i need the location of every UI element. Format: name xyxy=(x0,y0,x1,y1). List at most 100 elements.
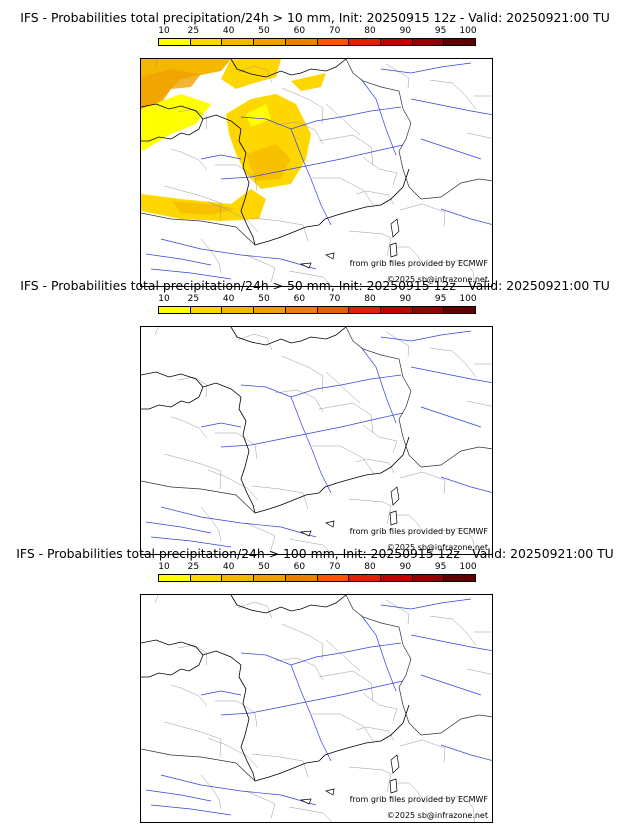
admin-border xyxy=(274,389,324,413)
legend-labels: 10 25 40 50 60 70 80 90 95 100 xyxy=(158,26,476,36)
legend-tick-label: 70 xyxy=(328,26,341,36)
legend-swatch xyxy=(412,575,445,581)
admin-border xyxy=(362,692,398,722)
river xyxy=(200,690,242,696)
legend-tick-label: 95 xyxy=(434,26,447,36)
legend-swatch xyxy=(254,307,286,313)
river xyxy=(410,98,492,116)
legend-swatch xyxy=(380,575,413,581)
coastline xyxy=(141,595,410,782)
admin-border xyxy=(200,238,222,274)
legend-swatch xyxy=(380,39,413,45)
river xyxy=(290,396,332,494)
legend-swatch xyxy=(444,575,476,581)
river xyxy=(410,366,492,384)
admin-border xyxy=(399,203,446,227)
admin-border xyxy=(200,774,222,810)
map-france[interactable]: from grib files provided by ECMWF ©2025 … xyxy=(140,326,493,555)
admin-border xyxy=(237,333,273,351)
legend-swatch xyxy=(222,575,255,581)
legend-swatch xyxy=(317,575,350,581)
legend-swatch xyxy=(159,307,191,313)
map-france[interactable]: from grib files provided by ECMWF ©2025 … xyxy=(140,58,493,287)
legend-tick-label: 10 xyxy=(158,562,170,572)
admin-border xyxy=(325,639,361,672)
legend-tick-label: 60 xyxy=(293,26,306,36)
admin-border xyxy=(436,259,476,286)
admin-border xyxy=(466,668,492,675)
admin-border xyxy=(348,230,392,257)
legend-swatch xyxy=(412,39,445,45)
river xyxy=(150,804,232,816)
legend-swatch xyxy=(222,307,255,313)
admin-border xyxy=(385,331,410,357)
admin-border xyxy=(244,522,276,551)
admin-border xyxy=(393,782,426,804)
admin-border xyxy=(385,599,410,625)
admin-border xyxy=(429,79,477,110)
legend-tick-label: 25 xyxy=(187,26,200,36)
admin-border xyxy=(325,103,361,136)
river xyxy=(360,78,397,156)
legend-bar xyxy=(158,38,476,46)
admin-border xyxy=(325,371,361,404)
color-legend: 10 25 40 50 60 70 80 90 95 100 xyxy=(158,26,477,48)
legend-tick-label: 60 xyxy=(293,294,306,304)
coastline xyxy=(141,327,410,514)
admin-border xyxy=(170,416,208,439)
river xyxy=(145,521,212,534)
copyright-credit: ©2025 sb@infrazone.net xyxy=(386,543,488,552)
legend-tick-label: 25 xyxy=(187,562,200,572)
admin-border xyxy=(244,790,276,819)
legend-tick-label: 70 xyxy=(328,294,341,304)
legend-tick-label: 70 xyxy=(328,562,341,572)
source-credit: from grib files provided by ECMWF xyxy=(349,527,488,536)
river xyxy=(150,536,232,548)
admin-border xyxy=(281,87,324,125)
river xyxy=(360,614,397,692)
admin-border xyxy=(399,471,446,495)
admin-border xyxy=(274,121,324,145)
source-credit: from grib files provided by ECMWF xyxy=(349,259,488,268)
admin-border xyxy=(207,737,259,769)
admin-border xyxy=(355,458,395,474)
admin-border xyxy=(362,424,398,454)
legend-swatch xyxy=(222,39,255,45)
legend-tick-label: 95 xyxy=(434,562,447,572)
admin-border xyxy=(207,469,259,501)
legend-tick-label: 100 xyxy=(459,26,477,36)
river xyxy=(440,208,492,225)
legend-labels: 10 25 40 50 60 70 80 90 95 100 xyxy=(158,294,476,304)
geography xyxy=(141,59,492,286)
color-legend: 10 25 40 50 60 70 80 90 95 100 xyxy=(158,562,477,584)
admin-border xyxy=(177,108,208,130)
river xyxy=(410,634,492,652)
admin-border xyxy=(244,254,276,283)
legend-swatch xyxy=(190,39,223,45)
precip-field xyxy=(141,59,326,221)
admin-border xyxy=(141,595,159,604)
admin-border xyxy=(163,721,222,758)
panel-title: IFS - Probabilities total precipitation/… xyxy=(20,278,610,293)
admin-border xyxy=(215,164,258,192)
map-france[interactable]: from grib files provided by ECMWF ©2025 … xyxy=(140,594,493,823)
legend-swatch xyxy=(444,307,476,313)
admin-border xyxy=(288,806,332,822)
admin-border xyxy=(163,453,222,490)
source-credit: from grib files provided by ECMWF xyxy=(349,795,488,804)
river xyxy=(145,789,212,802)
country-border xyxy=(141,59,492,246)
admin-border xyxy=(312,177,375,207)
admin-border xyxy=(281,623,324,661)
legend-swatch xyxy=(254,39,286,45)
legend-tick-label: 80 xyxy=(364,26,376,36)
legend-swatch xyxy=(349,39,381,45)
legend-tick-label: 100 xyxy=(459,562,477,572)
legend-swatch xyxy=(254,575,286,581)
admin-border xyxy=(251,485,309,510)
admin-border xyxy=(237,601,273,619)
admin-border xyxy=(288,270,332,286)
legend-swatch xyxy=(285,575,318,581)
admin-border xyxy=(318,134,374,166)
river xyxy=(420,406,482,428)
